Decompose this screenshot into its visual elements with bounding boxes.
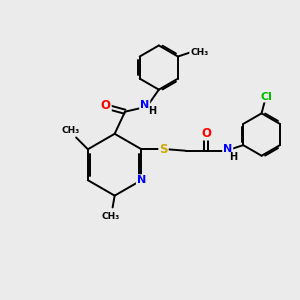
Text: S: S (159, 143, 168, 156)
Text: H: H (148, 106, 156, 116)
Text: Cl: Cl (260, 92, 272, 102)
Text: CH₃: CH₃ (101, 212, 119, 221)
Text: H: H (229, 152, 237, 162)
Text: N: N (140, 100, 149, 110)
Text: N: N (137, 175, 146, 185)
Text: O: O (101, 99, 111, 112)
Text: CH₃: CH₃ (190, 48, 208, 57)
Text: N: N (223, 144, 232, 154)
Text: CH₃: CH₃ (61, 126, 80, 135)
Text: O: O (201, 127, 211, 140)
